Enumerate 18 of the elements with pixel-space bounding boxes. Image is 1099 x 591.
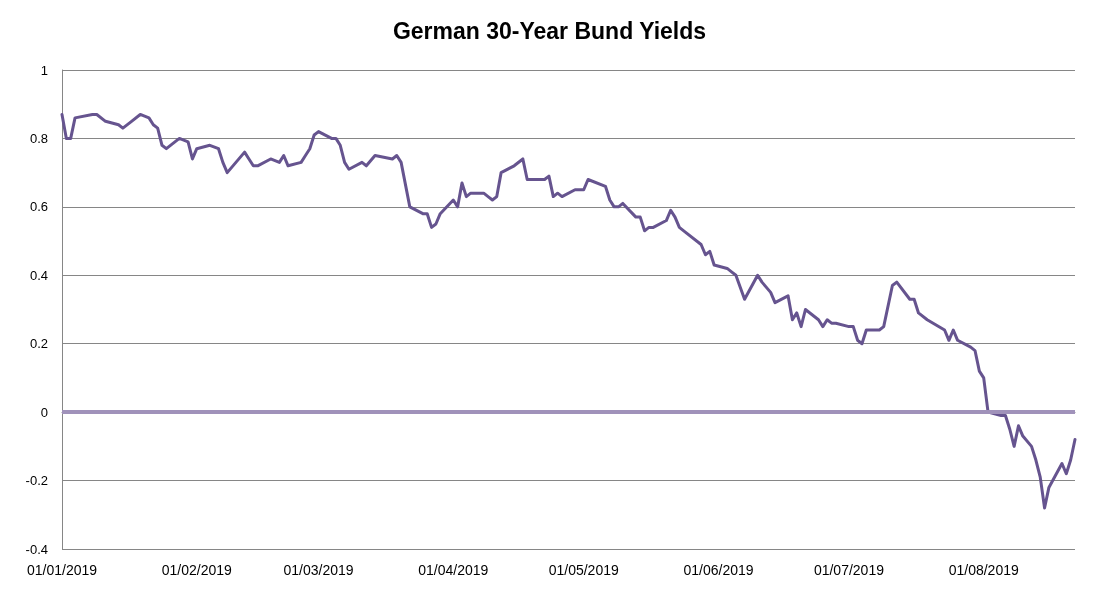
x-tick-label: 01/02/2019 xyxy=(161,562,233,578)
chart-title: German 30-Year Bund Yields xyxy=(392,17,707,44)
y-tick-label: 0.6 xyxy=(29,199,48,215)
y-tick-label: 0.2 xyxy=(29,336,48,352)
x-tick-label: 01/04/2019 xyxy=(418,562,489,578)
x-tick-label: 01/08/2019 xyxy=(948,562,1019,578)
x-tick-label: 01/07/2019 xyxy=(813,562,885,578)
x-tick-label: 01/01/2019 xyxy=(26,562,98,578)
y-tick-label: -0.4 xyxy=(25,541,48,557)
y-tick-label: 1 xyxy=(40,62,48,78)
x-tick-label: 01/03/2019 xyxy=(283,562,354,578)
y-tick-label: 0.4 xyxy=(29,267,48,283)
x-tick-label: 01/06/2019 xyxy=(683,562,754,578)
y-tick-label: 0 xyxy=(40,404,48,420)
y-tick-label: -0.2 xyxy=(25,473,48,489)
y-tick-label: 0.8 xyxy=(29,130,48,146)
line-series xyxy=(60,112,1077,510)
x-tick-label: 01/05/2019 xyxy=(548,562,619,578)
